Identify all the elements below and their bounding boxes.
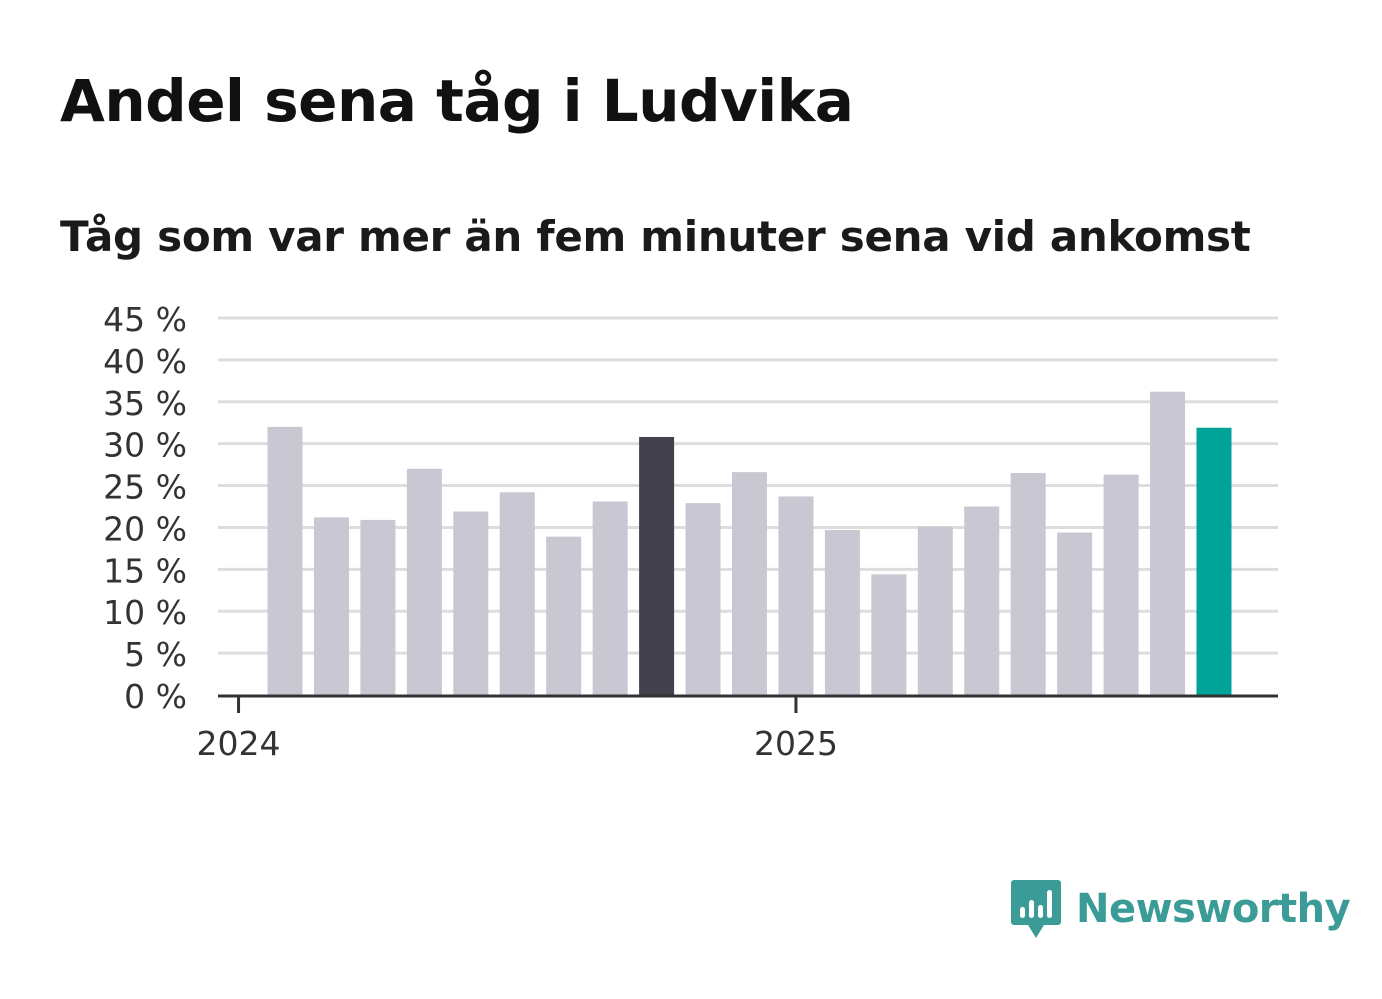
- chart-title: Andel sena tåg i Ludvika: [60, 67, 854, 135]
- y-tick-label: 5 %: [124, 635, 187, 674]
- y-tick-label: 35 %: [103, 384, 187, 423]
- bar-2024-12: [732, 472, 767, 695]
- bar-2024-05: [406, 468, 442, 695]
- y-tick-label: 40 %: [103, 342, 187, 381]
- bar-2025-02: [824, 529, 860, 695]
- bar-2024-02: [267, 426, 303, 695]
- y-tick-label: 0 %: [124, 677, 187, 716]
- bar-2024-11: [685, 503, 721, 695]
- newsworthy-logo: Newsworthy: [1010, 878, 1351, 940]
- bar-2025-03: [871, 574, 907, 695]
- bar-2024-03: [313, 517, 349, 695]
- y-tick-label: 20 %: [103, 509, 187, 548]
- y-tick-label: 25 %: [103, 468, 187, 507]
- bar-2024-10: [639, 436, 675, 695]
- bar-2024-04: [360, 519, 396, 695]
- bar-2024-09: [592, 501, 628, 695]
- bar-2024-06: [453, 511, 489, 695]
- bar-2025-05: [964, 506, 1000, 695]
- y-tick-label: 15 %: [103, 551, 187, 590]
- bar-2025-07: [1057, 532, 1093, 695]
- bar-2025-09: [1150, 391, 1186, 695]
- chart-subtitle: Tåg som var mer än fem minuter sena vid …: [60, 212, 1251, 261]
- x-tick-label: 2025: [754, 724, 838, 763]
- brand-name: Newsworthy: [1076, 886, 1351, 932]
- y-tick-label: 45 %: [103, 300, 187, 339]
- y-tick-label: 30 %: [103, 426, 187, 465]
- bar-2024-07: [499, 492, 535, 695]
- bar-chart: 0 %5 %10 %15 %20 %25 %30 %35 %40 %45 % 20…: [103, 300, 1278, 763]
- x-tick-label: 2024: [197, 724, 281, 763]
- bar-2025-01: [778, 496, 814, 695]
- bar-2025-10: [1196, 427, 1232, 695]
- y-tick-label: 10 %: [103, 593, 187, 632]
- bar-2025-04: [917, 526, 953, 695]
- bar-2025-06: [1010, 472, 1046, 695]
- bar-2025-08: [1103, 474, 1139, 695]
- bar-2024-08: [546, 536, 582, 695]
- newsworthy-logo-icon: [1011, 880, 1061, 938]
